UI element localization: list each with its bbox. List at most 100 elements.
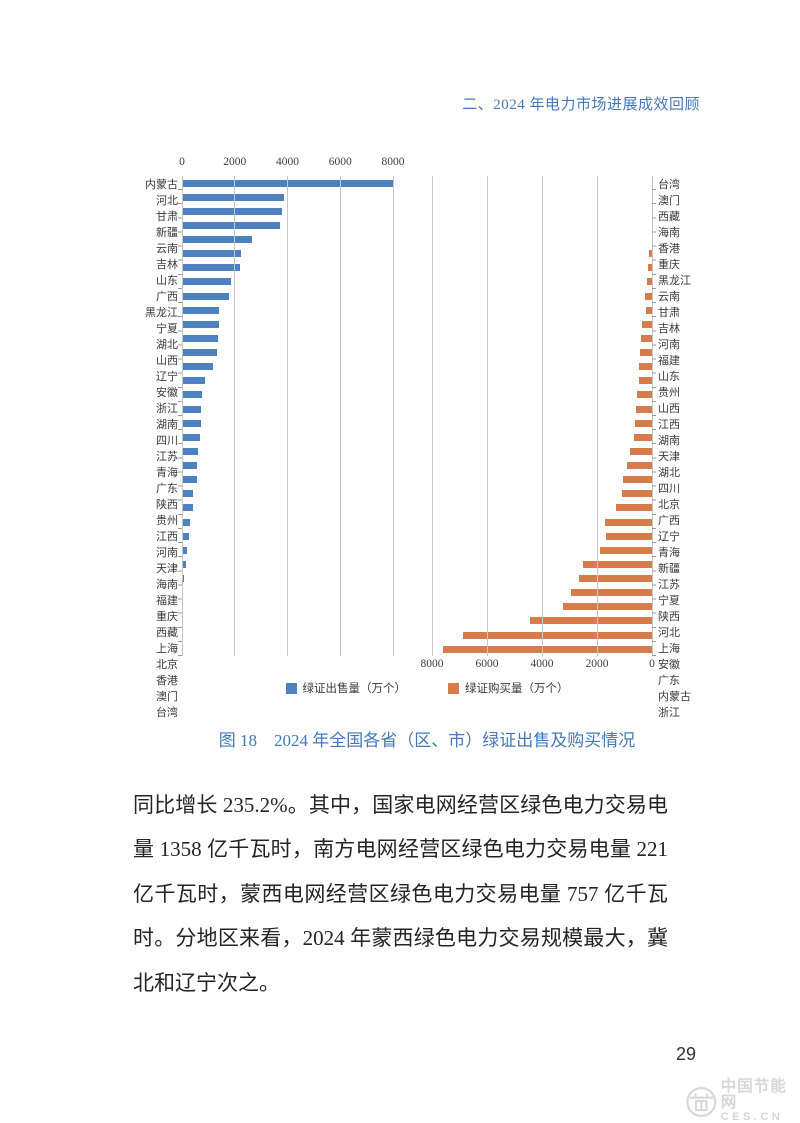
category-label: 湖南 xyxy=(156,419,178,431)
sell-bar-湖南 xyxy=(182,391,203,399)
sell-swatch-icon xyxy=(285,682,297,694)
buy-swatch-icon xyxy=(448,682,459,694)
sell-bar-云南 xyxy=(182,236,252,244)
gridline xyxy=(596,176,598,656)
body-paragraph: 同比增长 235.2%。其中，国家电网经营区绿色电力交易电 量 1358 亿千瓦… xyxy=(133,783,668,1005)
bar-row xyxy=(182,360,393,374)
bar-row xyxy=(432,614,652,628)
buy-bar-上海 xyxy=(571,589,652,597)
bar-row xyxy=(432,572,652,586)
category-label: 广东 xyxy=(156,483,178,495)
bar-row xyxy=(432,557,652,571)
legend-item-buy: 绿证购买量（万个） xyxy=(448,680,569,696)
bar-row xyxy=(182,247,393,261)
sell-bar-黑龙江 xyxy=(182,292,230,300)
bar-row xyxy=(182,388,393,402)
bar-row xyxy=(182,473,393,487)
category-label: 广西 xyxy=(658,515,680,527)
category-label: 天津 xyxy=(658,451,680,463)
buy-bar-江西 xyxy=(637,391,652,399)
gridline xyxy=(181,176,183,656)
watermark-name: 中国节能网 xyxy=(720,1078,787,1111)
body-line: 北和辽宁次之。 xyxy=(133,970,280,995)
bar-row xyxy=(182,190,393,204)
body-line: 同比增长 235.2%。其中，国家电网经营区绿色电力交易电 xyxy=(133,793,668,817)
sell-bar-贵州 xyxy=(182,476,197,484)
sell-bars-plot xyxy=(181,176,394,656)
category-label: 四川 xyxy=(658,483,680,495)
bar-row xyxy=(182,374,393,388)
bar-row xyxy=(432,388,652,402)
bar-row xyxy=(182,331,393,345)
sell-bar-新疆 xyxy=(182,221,281,229)
axis-tick-label: 2000 xyxy=(223,156,247,168)
bar-row xyxy=(432,317,652,331)
category-label: 海南 xyxy=(658,227,680,239)
sell-category-labels: 内蒙古 河北 甘肃 新疆 云南 吉林 山东 广西 黑龙江 宁夏 湖北 山西 辽宁 安徽 浙江 湖南 四川 江苏 青海… xyxy=(128,176,178,719)
buy-bar-浙江 xyxy=(443,645,652,653)
buy-bars-plot xyxy=(431,176,653,656)
buy-bar-湖北 xyxy=(633,433,652,441)
category-label: 江西 xyxy=(658,419,680,431)
axis-tick-label: 6000 xyxy=(475,658,499,670)
buy-bar-广东 xyxy=(530,617,652,625)
category-label: 福建 xyxy=(658,355,680,367)
figure-18-chart: 0 2000 4000 6000 8000 内蒙古 河北 甘肃 新疆 云南 吉林 山东 广西 黑龙江 宁夏… xyxy=(142,156,712,719)
category-label: 江苏 xyxy=(156,451,178,463)
bar-row xyxy=(432,275,652,289)
bar-row xyxy=(182,430,393,444)
category-label: 河北 xyxy=(156,195,178,207)
category-label: 内蒙古 xyxy=(658,691,691,703)
buy-category-labels: 台湾 澳门 西藏 海南 香港 重庆 黑龙江 云南 甘肃 吉林 河南 福建 山东 贵州 山西 江西 湖南 天津 湖北四… xyxy=(658,176,712,719)
category-label: 澳门 xyxy=(156,691,178,703)
category-label: 重庆 xyxy=(156,611,178,623)
buy-bar-青海 xyxy=(615,504,652,512)
buy-bar-四川 xyxy=(630,447,652,455)
sell-bar-西藏 xyxy=(182,575,184,583)
category-label: 贵州 xyxy=(658,387,680,399)
category-label: 山西 xyxy=(658,403,680,415)
category-label: 湖南 xyxy=(658,435,680,447)
category-label: 河南 xyxy=(156,547,178,559)
bar-row xyxy=(432,515,652,529)
bar-row xyxy=(182,346,393,360)
buy-bar-吉林 xyxy=(645,306,652,314)
category-label: 辽宁 xyxy=(156,371,178,383)
body-line: 时。分地区来看，2024 年蒙西绿色电力交易规模最大，冀 xyxy=(133,926,668,951)
category-label: 海南 xyxy=(156,579,178,591)
sell-bar-吉林 xyxy=(182,250,242,258)
sell-bar-海南 xyxy=(182,532,189,540)
buy-bar-江苏 xyxy=(605,532,652,540)
category-label: 贵州 xyxy=(156,515,178,527)
buy-bar-广西 xyxy=(623,476,652,484)
category-label: 湖北 xyxy=(658,467,680,479)
bar-row xyxy=(182,515,393,529)
bar-row xyxy=(432,374,652,388)
category-label: 湖北 xyxy=(156,339,178,351)
bar-row xyxy=(182,303,393,317)
bar-row xyxy=(182,543,393,557)
category-label: 辽宁 xyxy=(658,531,680,543)
watermark-domain: CES.CN xyxy=(720,1111,784,1123)
category-label: 浙江 xyxy=(156,403,178,415)
category-label: 陕西 xyxy=(658,611,680,623)
category-label: 北京 xyxy=(156,659,178,671)
category-label: 安徽 xyxy=(658,659,680,671)
category-label: 西藏 xyxy=(658,211,680,223)
page-number: 29 xyxy=(676,1044,697,1064)
bar-row xyxy=(182,261,393,275)
bar-row xyxy=(182,572,393,586)
axis-tick-label: 6000 xyxy=(328,156,352,168)
category-label: 山西 xyxy=(156,355,178,367)
sell-bar-广东 xyxy=(182,447,199,455)
sell-bar-山西 xyxy=(182,334,218,342)
axis-tick-label: 0 xyxy=(179,156,185,168)
category-label: 黑龙江 xyxy=(658,275,691,287)
category-label: 台湾 xyxy=(156,707,178,719)
sell-bar-河北 xyxy=(182,193,284,201)
gridline xyxy=(234,176,236,656)
body-line: 量 1358 亿千瓦时，南方电网经营区绿色电力交易电量 221 xyxy=(133,837,668,862)
buy-bar-北京 xyxy=(627,462,652,470)
sell-bar-辽宁 xyxy=(182,349,217,357)
bar-row xyxy=(432,529,652,543)
